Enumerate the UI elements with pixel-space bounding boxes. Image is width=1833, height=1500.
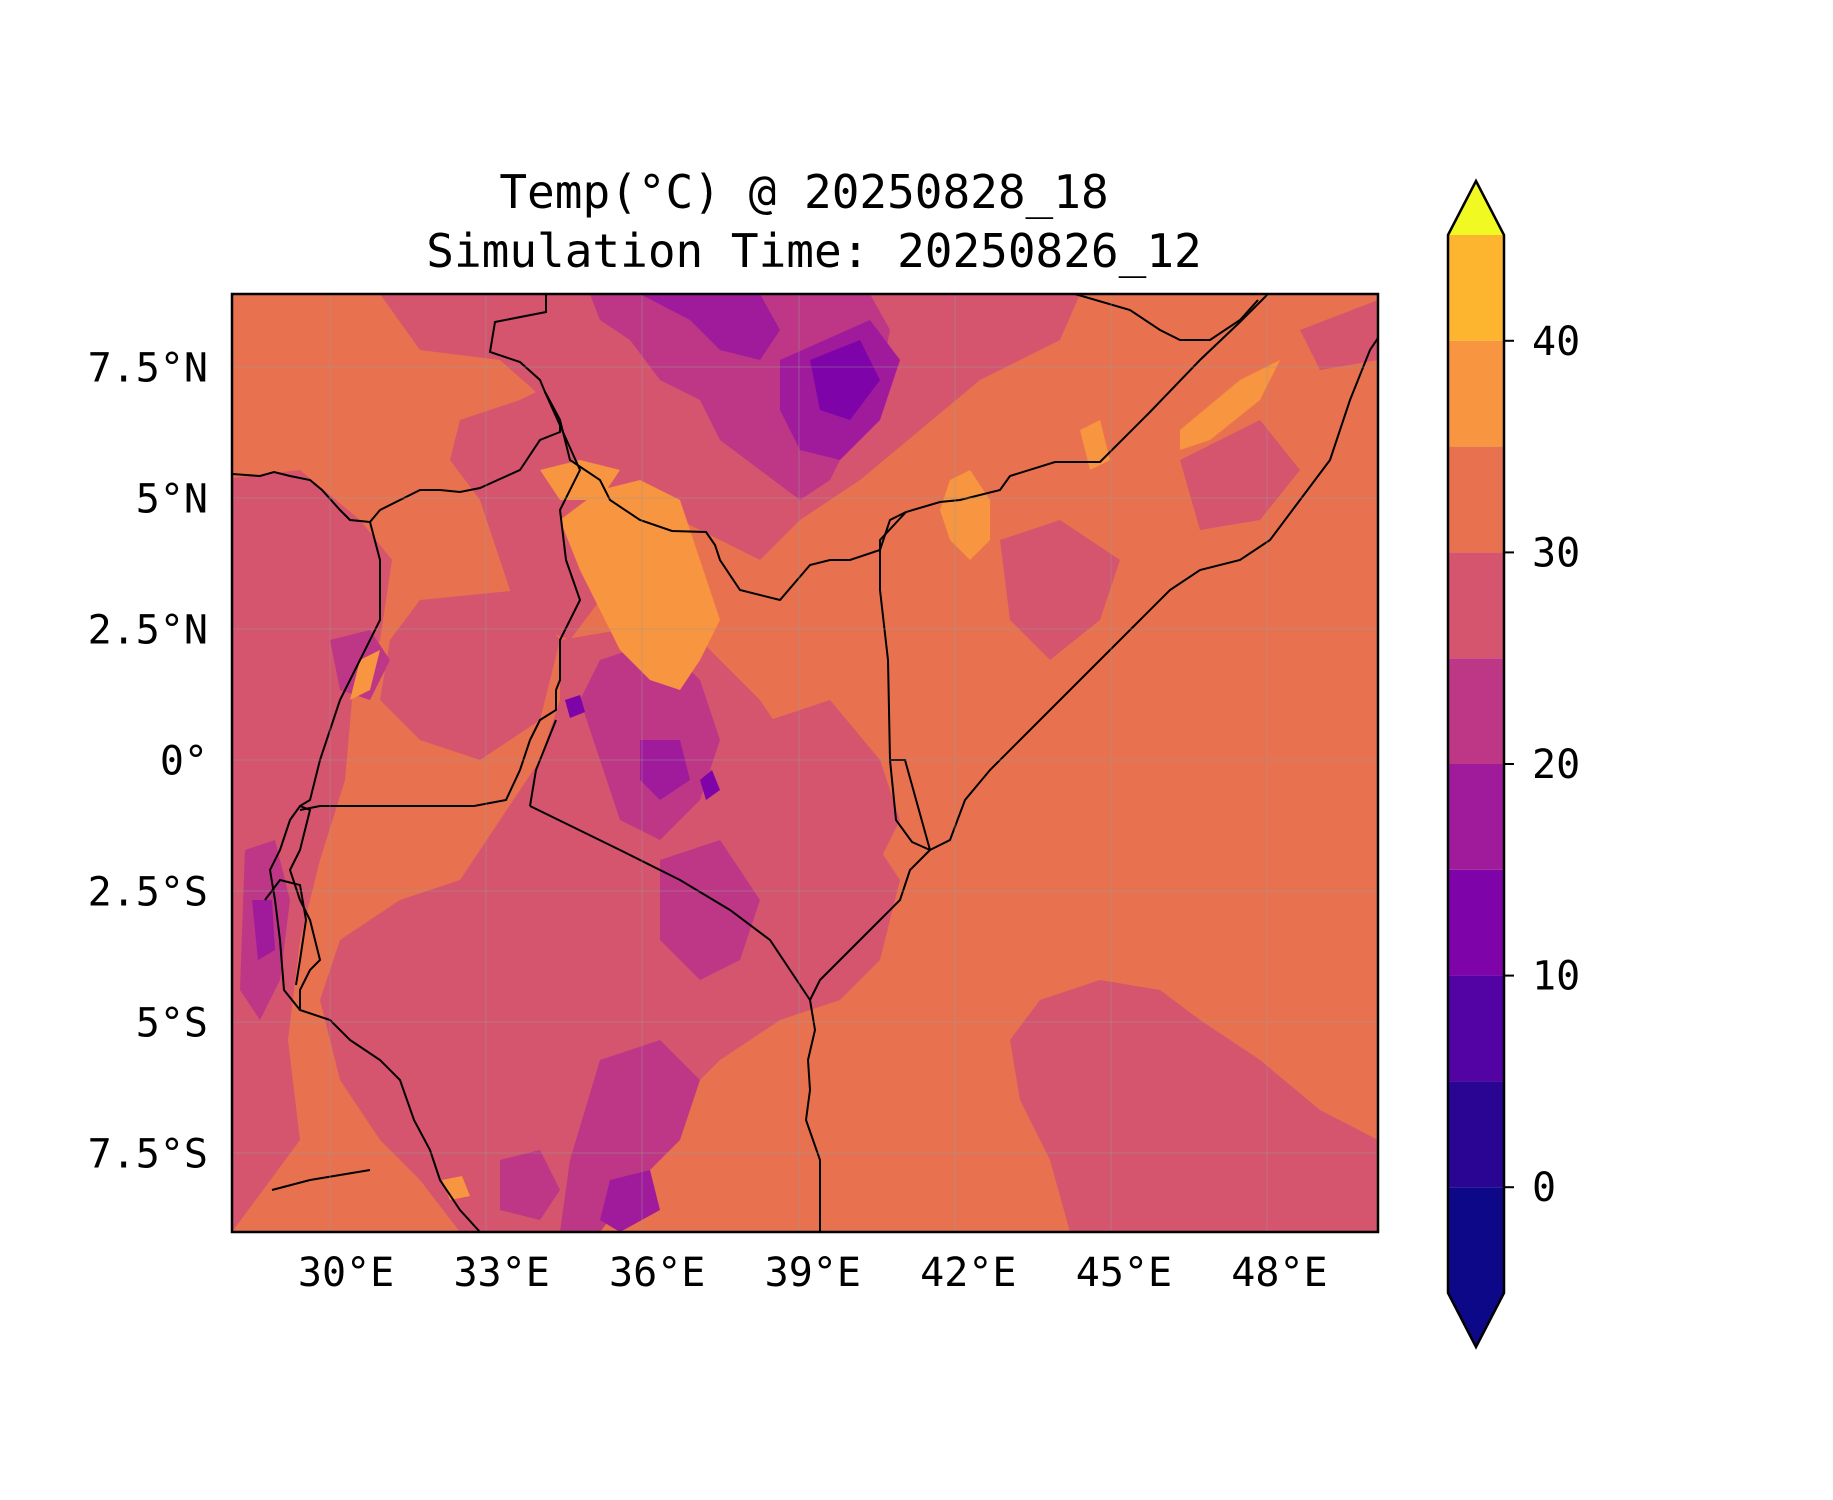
title-line-2: Simulation Time: 20250826_12 bbox=[426, 224, 1201, 278]
colorbar-segment bbox=[1448, 1081, 1504, 1188]
y-tick-label: 7.5°N bbox=[88, 345, 208, 391]
x-axis-ticks: 30°E 33°E 36°E 39°E 42°E 45°E 48°E bbox=[298, 1250, 1328, 1296]
colorbar: 0 10 20 30 40 bbox=[1446, 178, 1580, 1350]
colorbar-tick-label: 30 bbox=[1532, 530, 1580, 576]
y-tick-label: 2.5°N bbox=[88, 607, 208, 653]
colorbar-extend-max bbox=[1448, 181, 1504, 235]
colorbar-segment bbox=[1448, 446, 1504, 553]
y-tick-label: 2.5°S bbox=[88, 869, 208, 915]
colorbar-tick-label: 20 bbox=[1532, 742, 1580, 788]
y-tick-label: 0° bbox=[160, 738, 208, 784]
temp-band-5-10 bbox=[565, 340, 880, 800]
x-tick-label: 48°E bbox=[1231, 1250, 1327, 1296]
y-tick-label: 5°N bbox=[136, 476, 208, 522]
colorbar-segment bbox=[1448, 552, 1504, 659]
colorbar-segment bbox=[1448, 340, 1504, 447]
x-tick-label: 36°E bbox=[609, 1250, 705, 1296]
x-tick-label: 30°E bbox=[298, 1250, 394, 1296]
y-tick-label: 7.5°S bbox=[88, 1131, 208, 1177]
x-tick-label: 45°E bbox=[1076, 1250, 1172, 1296]
country-borders bbox=[232, 294, 1378, 1232]
y-tick-label: 5°S bbox=[136, 1000, 208, 1046]
colorbar-tick-label: 40 bbox=[1532, 319, 1580, 365]
colorbar-segment bbox=[1448, 764, 1504, 870]
colorbar-tick-label: 10 bbox=[1532, 954, 1580, 1000]
temp-band-30-35 bbox=[350, 360, 1280, 1200]
map-frame bbox=[230, 292, 1380, 1234]
x-tick-label: 33°E bbox=[453, 1250, 549, 1296]
x-tick-label: 39°E bbox=[765, 1250, 861, 1296]
gridlines bbox=[232, 294, 1378, 1232]
title-line-1: Temp(°C) @ 20250828_18 bbox=[499, 165, 1108, 219]
colorbar-outline bbox=[1446, 178, 1506, 1350]
colorbar-segment bbox=[1448, 975, 1504, 1082]
temp-band-20-25 bbox=[232, 294, 1378, 1232]
colorbar-segment bbox=[1448, 869, 1504, 976]
colorbar-segment bbox=[1448, 235, 1504, 341]
x-tick-label: 42°E bbox=[920, 1250, 1016, 1296]
y-axis-ticks: 7.5°N 5°N 2.5°N 0° 2.5°S 5°S 7.5°S bbox=[88, 345, 208, 1177]
colorbar-segment bbox=[1448, 1187, 1504, 1293]
map-panel bbox=[232, 294, 1378, 1232]
colorbar-extend-min bbox=[1448, 1293, 1504, 1347]
colorbar-segment bbox=[1448, 658, 1504, 764]
colorbar-tick-label: 0 bbox=[1532, 1165, 1556, 1211]
